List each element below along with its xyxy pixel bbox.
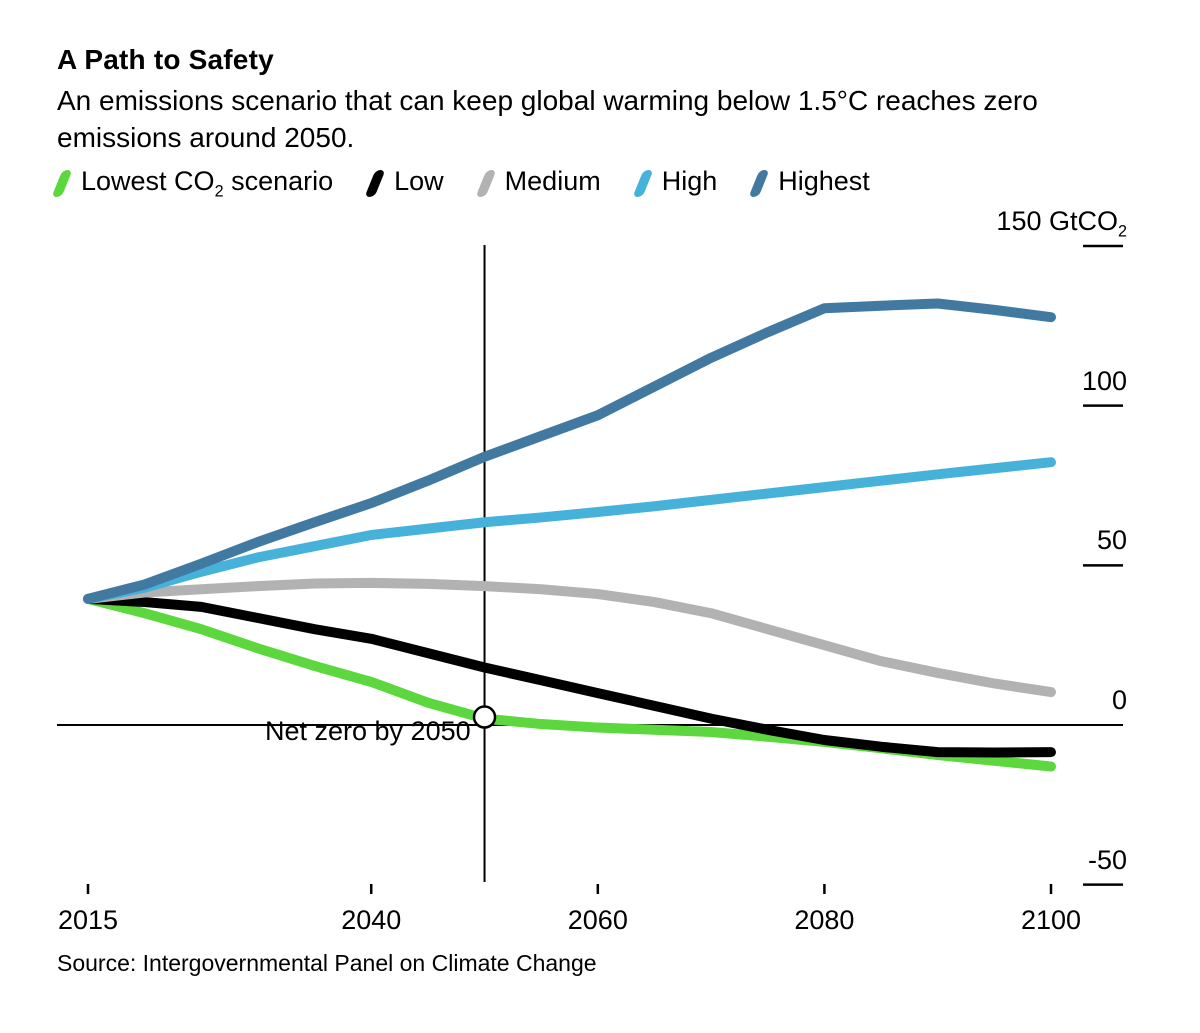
legend-item-lowest-co2-scenario: Lowest CO2 scenario xyxy=(51,166,334,201)
x-axis-label: 2040 xyxy=(341,905,402,935)
legend-item-medium: Medium xyxy=(475,166,601,201)
legend-item-low: Low xyxy=(364,166,444,201)
y-axis-label: 100 xyxy=(1081,365,1127,396)
y-axis-label: 0 xyxy=(1111,685,1127,715)
chart-subtitle: An emissions scenario that can keep glob… xyxy=(57,85,1038,153)
legend-label: Low xyxy=(394,166,444,196)
y-axis-label: 50 xyxy=(1096,525,1127,556)
legend-item-high: High xyxy=(632,166,718,201)
legend-label: High xyxy=(661,166,718,196)
series-line-low xyxy=(83,593,1056,758)
x-axis-label: 2100 xyxy=(1020,905,1082,935)
legend-label: Medium xyxy=(504,166,601,196)
x-axis-label: 2080 xyxy=(794,905,855,935)
net-zero-marker xyxy=(472,705,497,729)
y-axis-label: 150 GtCO2 xyxy=(996,206,1127,241)
y-axis-label: -50 xyxy=(1087,844,1127,875)
x-axis-label: 2015 xyxy=(57,905,119,935)
series-line-medium xyxy=(83,577,1056,698)
chart-title: A Path to Safety xyxy=(57,44,274,75)
x-axis-label: 2060 xyxy=(567,905,628,935)
legend-label: Lowest CO2 scenario xyxy=(81,166,334,201)
legend-item-highest: Highest xyxy=(748,166,870,201)
net-zero-annotation: Net zero by 2050 xyxy=(265,716,471,746)
series-line-highest xyxy=(83,298,1056,604)
legend: Lowest CO2 scenario Low Medium High High… xyxy=(51,166,870,201)
series-line-high xyxy=(83,457,1056,604)
legend-label: Highest xyxy=(778,166,870,196)
source-note: Source: Intergovernmental Panel on Clima… xyxy=(57,950,597,976)
